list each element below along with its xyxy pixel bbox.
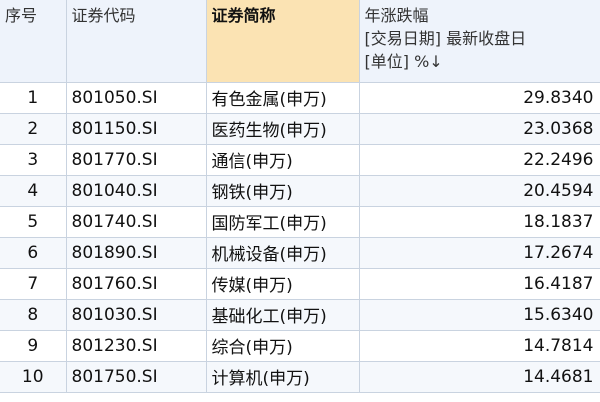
cell-index: 2 — [0, 113, 67, 145]
header-code[interactable]: 证券代码 — [66, 0, 207, 83]
table-row[interactable]: 1 801050.SI 有色金属(申万) 29.8340 — [0, 82, 600, 114]
cell-name: 综合(申万) — [206, 330, 360, 362]
cell-code: 801760.SI — [66, 268, 207, 300]
cell-name: 基础化工(申万) — [206, 299, 360, 331]
cell-name: 计算机(申万) — [206, 361, 360, 393]
cell-index: 8 — [0, 299, 67, 331]
cell-annual-change: 14.4681 — [359, 361, 600, 393]
cell-index: 10 — [0, 361, 67, 393]
cell-annual-change: 16.4187 — [359, 268, 600, 300]
header-unit-sort: [单位] %↓ — [364, 52, 443, 71]
cell-annual-change: 14.7814 — [359, 330, 600, 362]
header-row: 序号 证券代码 证券简称 年涨跌幅 [交易日期] 最新收盘日 [单位] %↓ — [0, 0, 600, 83]
table-row[interactable]: 10 801750.SI 计算机(申万) 14.4681 — [0, 361, 600, 393]
cell-name: 传媒(申万) — [206, 268, 360, 300]
table-row[interactable]: 8 801030.SI 基础化工(申万) 15.6340 — [0, 299, 600, 331]
table-row[interactable]: 7 801760.SI 传媒(申万) 16.4187 — [0, 268, 600, 300]
table-row[interactable]: 9 801230.SI 综合(申万) 14.7814 — [0, 330, 600, 362]
cell-name: 医药生物(申万) — [206, 113, 360, 145]
table-row[interactable]: 2 801150.SI 医药生物(申万) 23.0368 — [0, 113, 600, 145]
header-annual-change[interactable]: 年涨跌幅 [交易日期] 最新收盘日 [单位] %↓ — [359, 0, 600, 83]
header-index[interactable]: 序号 — [0, 0, 67, 83]
cell-code: 801050.SI — [66, 82, 207, 114]
cell-annual-change: 22.2496 — [359, 144, 600, 176]
cell-code: 801770.SI — [66, 144, 207, 176]
header-trade-date: [交易日期] 最新收盘日 — [364, 29, 527, 48]
cell-code: 801890.SI — [66, 237, 207, 269]
cell-index: 1 — [0, 82, 67, 114]
header-name[interactable]: 证券简称 — [206, 0, 360, 83]
cell-index: 6 — [0, 237, 67, 269]
table-row[interactable]: 6 801890.SI 机械设备(申万) 17.2674 — [0, 237, 600, 269]
cell-index: 3 — [0, 144, 67, 176]
cell-annual-change: 15.6340 — [359, 299, 600, 331]
cell-annual-change: 29.8340 — [359, 82, 600, 114]
cell-index: 5 — [0, 206, 67, 238]
securities-table: 序号 证券代码 证券简称 年涨跌幅 [交易日期] 最新收盘日 [单位] %↓ 1… — [0, 0, 600, 393]
cell-index: 4 — [0, 175, 67, 207]
cell-annual-change: 20.4594 — [359, 175, 600, 207]
table-row[interactable]: 4 801040.SI 钢铁(申万) 20.4594 — [0, 175, 600, 207]
cell-name: 国防军工(申万) — [206, 206, 360, 238]
header-annual-change-title: 年涨跌幅 — [364, 6, 429, 25]
cell-code: 801040.SI — [66, 175, 207, 207]
cell-annual-change: 23.0368 — [359, 113, 600, 145]
cell-code: 801150.SI — [66, 113, 207, 145]
cell-name: 有色金属(申万) — [206, 82, 360, 114]
cell-code: 801750.SI — [66, 361, 207, 393]
cell-index: 9 — [0, 330, 67, 362]
cell-annual-change: 17.2674 — [359, 237, 600, 269]
table-row[interactable]: 3 801770.SI 通信(申万) 22.2496 — [0, 144, 600, 176]
cell-code: 801030.SI — [66, 299, 207, 331]
cell-annual-change: 18.1837 — [359, 206, 600, 238]
cell-index: 7 — [0, 268, 67, 300]
cell-name: 钢铁(申万) — [206, 175, 360, 207]
cell-code: 801230.SI — [66, 330, 207, 362]
cell-code: 801740.SI — [66, 206, 207, 238]
cell-name: 机械设备(申万) — [206, 237, 360, 269]
cell-name: 通信(申万) — [206, 144, 360, 176]
table-row[interactable]: 5 801740.SI 国防军工(申万) 18.1837 — [0, 206, 600, 238]
